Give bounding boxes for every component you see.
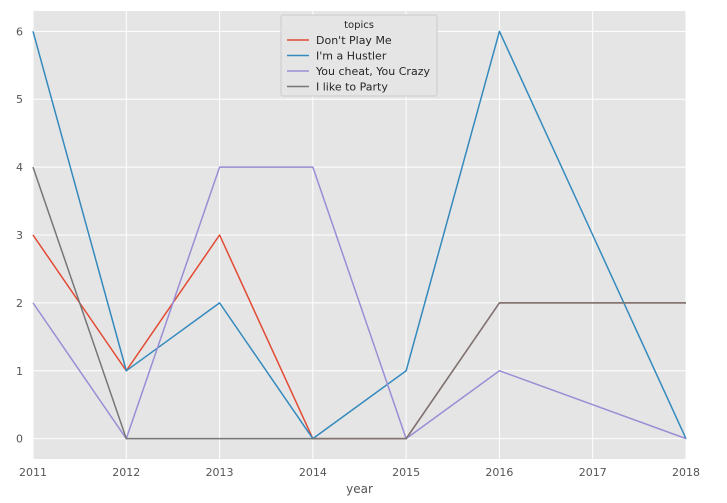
series-line-3 — [32, 166, 687, 440]
x-tick-label: 2016 — [485, 466, 513, 479]
y-tick-labels: 0 1 2 3 4 5 6 — [16, 25, 23, 445]
y-tick-label: 6 — [16, 25, 23, 38]
x-tick-label: 2012 — [112, 466, 140, 479]
y-tick-label: 1 — [16, 365, 23, 378]
y-tick-label: 0 — [16, 433, 23, 446]
y-tick-label: 5 — [16, 93, 23, 106]
x-tick-label: 2017 — [579, 466, 607, 479]
legend-label: I like to Party — [316, 81, 388, 94]
x-tick-label: 2018 — [672, 466, 700, 479]
x-tick-label: 2013 — [206, 466, 234, 479]
x-tick-label: 2011 — [19, 466, 47, 479]
y-tick-label: 4 — [16, 161, 23, 174]
legend-label: I'm a Hustler — [316, 50, 387, 63]
x-tick-label: 2014 — [299, 466, 327, 479]
series-line-4 — [32, 166, 686, 440]
y-tick-label: 3 — [16, 229, 23, 242]
legend-box — [280, 14, 438, 97]
legend: topics Don't Play Me I'm a Hustler You che… — [280, 14, 438, 97]
series-lines — [32, 30, 687, 440]
legend-title: topics — [344, 20, 374, 31]
x-axis-label: year — [346, 482, 373, 496]
x-tick-label: 2015 — [392, 466, 420, 479]
series-line-2 — [32, 30, 687, 440]
legend-label: You cheat, You Crazy — [315, 65, 430, 78]
legend-label: Don't Play Me — [316, 34, 392, 47]
x-tick-labels: 2011 2012 2013 2014 2015 2016 2017 2018 — [19, 466, 700, 479]
y-tick-label: 2 — [16, 297, 23, 310]
